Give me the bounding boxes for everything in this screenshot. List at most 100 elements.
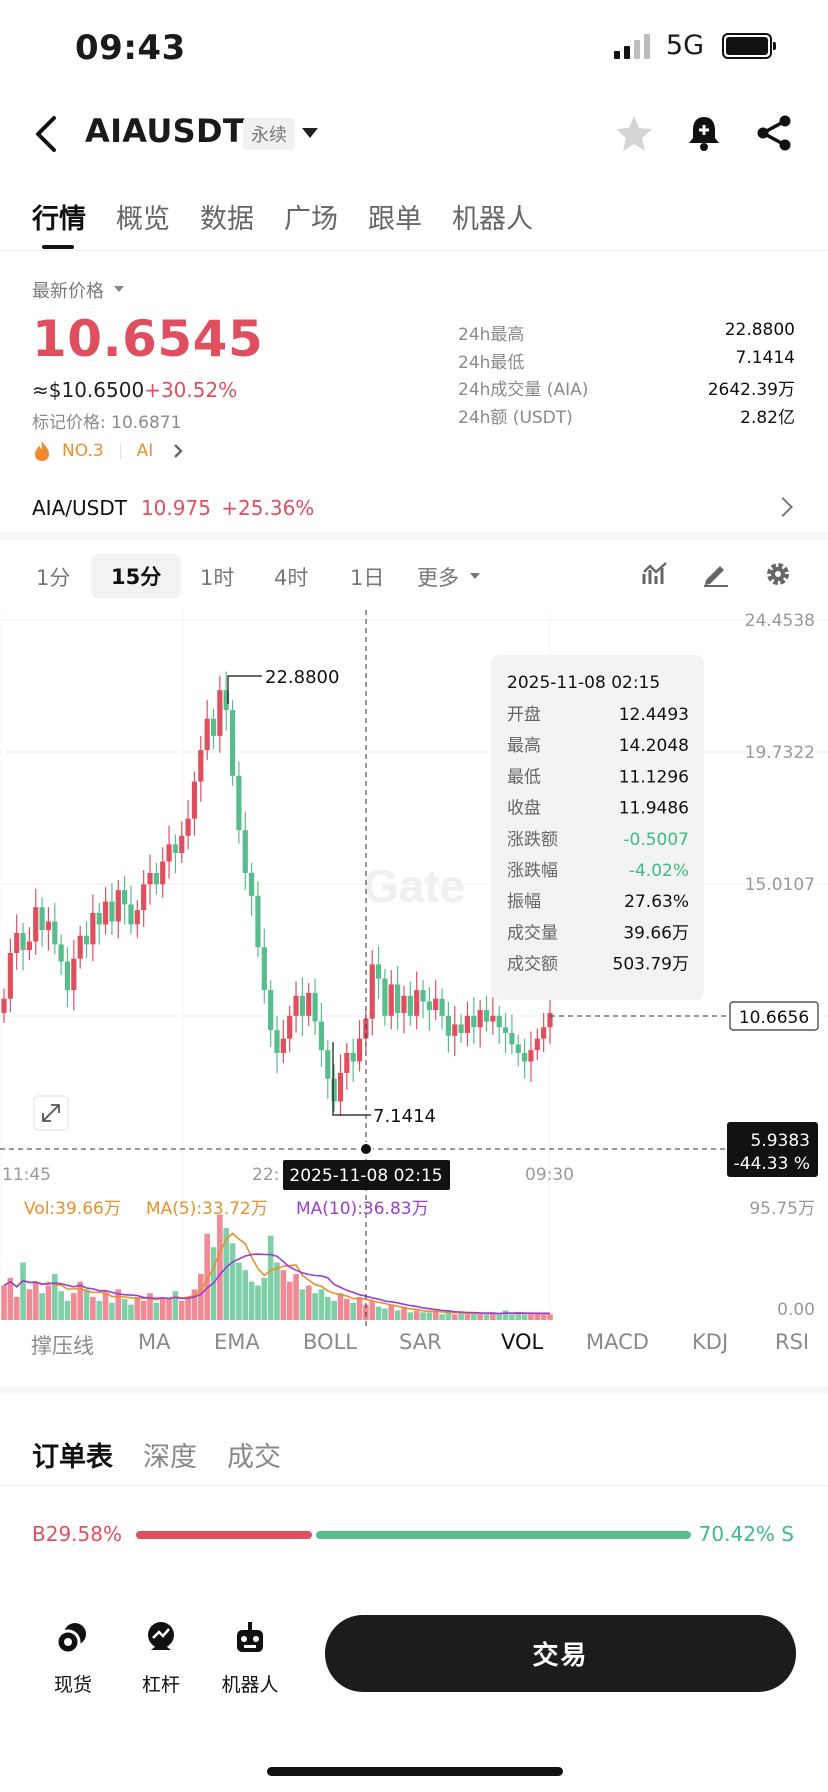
candle-body	[337, 1072, 344, 1102]
tooltip-label: 成交额	[507, 955, 558, 975]
candle-body	[185, 818, 191, 836]
interval-15m[interactable]: 15分	[91, 554, 182, 598]
symbol-title[interactable]: AIAUSDT	[85, 112, 245, 150]
candle-body	[312, 992, 318, 1022]
ind-kdj[interactable]: KDJ	[692, 1330, 729, 1354]
candle-body	[274, 1030, 280, 1053]
ind-macd[interactable]: MACD	[586, 1330, 649, 1354]
volume-bar	[261, 1277, 268, 1320]
back-arrow-icon[interactable]	[28, 112, 62, 156]
nav-label: 杠杆	[141, 1674, 180, 1696]
volume-bar	[375, 1306, 382, 1320]
candle-body	[534, 1038, 540, 1051]
y-tick: 24.4538	[745, 611, 815, 631]
chevron-right-icon	[174, 444, 183, 458]
volume-bar	[248, 1281, 255, 1320]
candle-body	[1, 998, 7, 1013]
candle-body	[426, 1001, 432, 1011]
tab-overview[interactable]: 概览	[116, 204, 170, 235]
indicator-chart-icon[interactable]	[642, 560, 670, 588]
candle-body	[299, 995, 305, 1016]
tab-order-book[interactable]: 订单表	[32, 1442, 113, 1473]
latest-price-label[interactable]: 最新价格	[32, 281, 104, 302]
share-icon[interactable]	[754, 113, 794, 153]
ind-support-resistance[interactable]: 撑压线	[31, 1334, 94, 1358]
volume-bar	[134, 1297, 141, 1320]
ind-boll[interactable]: BOLL	[303, 1330, 357, 1354]
tab-bots[interactable]: 机器人	[452, 204, 533, 235]
nav-bots[interactable]: 机器人	[215, 1620, 285, 1697]
kline-chart[interactable]: Gate 24.4538 19.7322 15.0107 22.8800 7.1…	[0, 610, 828, 1326]
ind-ema[interactable]: EMA	[214, 1330, 260, 1354]
volume-bar	[90, 1297, 96, 1320]
ind-sar[interactable]: SAR	[399, 1330, 442, 1354]
last-price-label: 10.6656	[739, 1008, 809, 1028]
tab-square[interactable]: 广场	[284, 204, 338, 235]
tab-depth[interactable]: 深度	[143, 1442, 197, 1473]
low-marker: 7.1414	[373, 1106, 436, 1127]
ind-vol[interactable]: VOL	[501, 1330, 544, 1354]
settings-gear-icon[interactable]	[764, 560, 792, 588]
candle-body	[223, 690, 229, 711]
interval-1h[interactable]: 1时	[200, 566, 235, 590]
spot-pair-row[interactable]: AIA/USDT 10.975 +25.36%	[32, 496, 314, 520]
stat-value: 22.8800	[724, 320, 795, 340]
draw-pen-icon[interactable]	[702, 560, 730, 588]
stat-value: 7.1414	[735, 347, 795, 368]
volume-bar	[128, 1304, 134, 1320]
interval-more[interactable]: 更多	[417, 566, 459, 590]
nav-label: 现货	[53, 1674, 92, 1696]
volume-bar	[515, 1312, 522, 1320]
candle-body	[210, 718, 217, 736]
chevron-right-icon[interactable]	[773, 497, 793, 517]
volume-bar	[1, 1285, 7, 1320]
volume-bar	[401, 1308, 407, 1320]
nav-spot[interactable]: 现货	[38, 1620, 108, 1697]
volume-bar	[198, 1274, 204, 1320]
tab-copy-trading[interactable]: 跟单	[368, 204, 422, 235]
nav-margin[interactable]: 杠杆	[126, 1620, 196, 1697]
tooltip-value: 39.66万	[623, 923, 689, 943]
buy-letter: B	[32, 1522, 46, 1546]
candle-body	[229, 710, 236, 776]
x-tick: 22:	[252, 1165, 279, 1185]
symbol-dropdown-caret-icon[interactable]	[302, 128, 318, 138]
more-caret-icon[interactable]	[470, 573, 480, 579]
star-icon[interactable]	[614, 113, 654, 153]
price-type-caret-icon[interactable]	[114, 286, 124, 292]
volume-bar	[477, 1314, 483, 1320]
volume-bar	[229, 1243, 236, 1320]
tab-market[interactable]: 行情	[32, 204, 86, 235]
candle-body	[458, 1024, 464, 1033]
tooltip-rows: 开盘 12.4493 最高 14.2048 最低 11.1296 收盘 11.9486 涨跌额 -…	[507, 705, 689, 975]
tab-data[interactable]: 数据	[200, 204, 254, 235]
candle-body	[464, 1015, 471, 1033]
volume-bar	[109, 1302, 115, 1320]
ind-rsi[interactable]: RSI	[775, 1330, 810, 1354]
candle-body	[141, 884, 147, 911]
trade-button[interactable]: 交易	[325, 1615, 796, 1692]
interval-1d[interactable]: 1日	[350, 566, 385, 590]
rank-row[interactable]: NO.3 AI	[32, 440, 185, 462]
volume-bar	[521, 1314, 528, 1320]
alert-bell-icon[interactable]	[684, 113, 724, 153]
interval-4h[interactable]: 4时	[274, 566, 309, 590]
candle-body	[350, 1052, 356, 1062]
volume-bar	[305, 1285, 312, 1320]
stat-label: 24h最高	[458, 325, 525, 345]
interval-1m[interactable]: 1分	[36, 566, 71, 590]
fire-icon	[35, 441, 49, 461]
ind-ma[interactable]: MA	[138, 1330, 171, 1354]
volume-bar	[337, 1293, 344, 1320]
candle-body	[407, 995, 413, 1016]
candle-body	[395, 984, 401, 1013]
expand-arrows-icon	[42, 1104, 60, 1122]
tab-trades[interactable]: 成交	[227, 1442, 281, 1473]
candle-body	[71, 958, 77, 991]
candle-body	[261, 947, 267, 991]
candle-body	[198, 750, 204, 782]
candle-body	[166, 844, 172, 862]
candle-body	[14, 932, 20, 953]
volume-bar	[26, 1289, 33, 1320]
candle-body	[433, 998, 439, 1011]
